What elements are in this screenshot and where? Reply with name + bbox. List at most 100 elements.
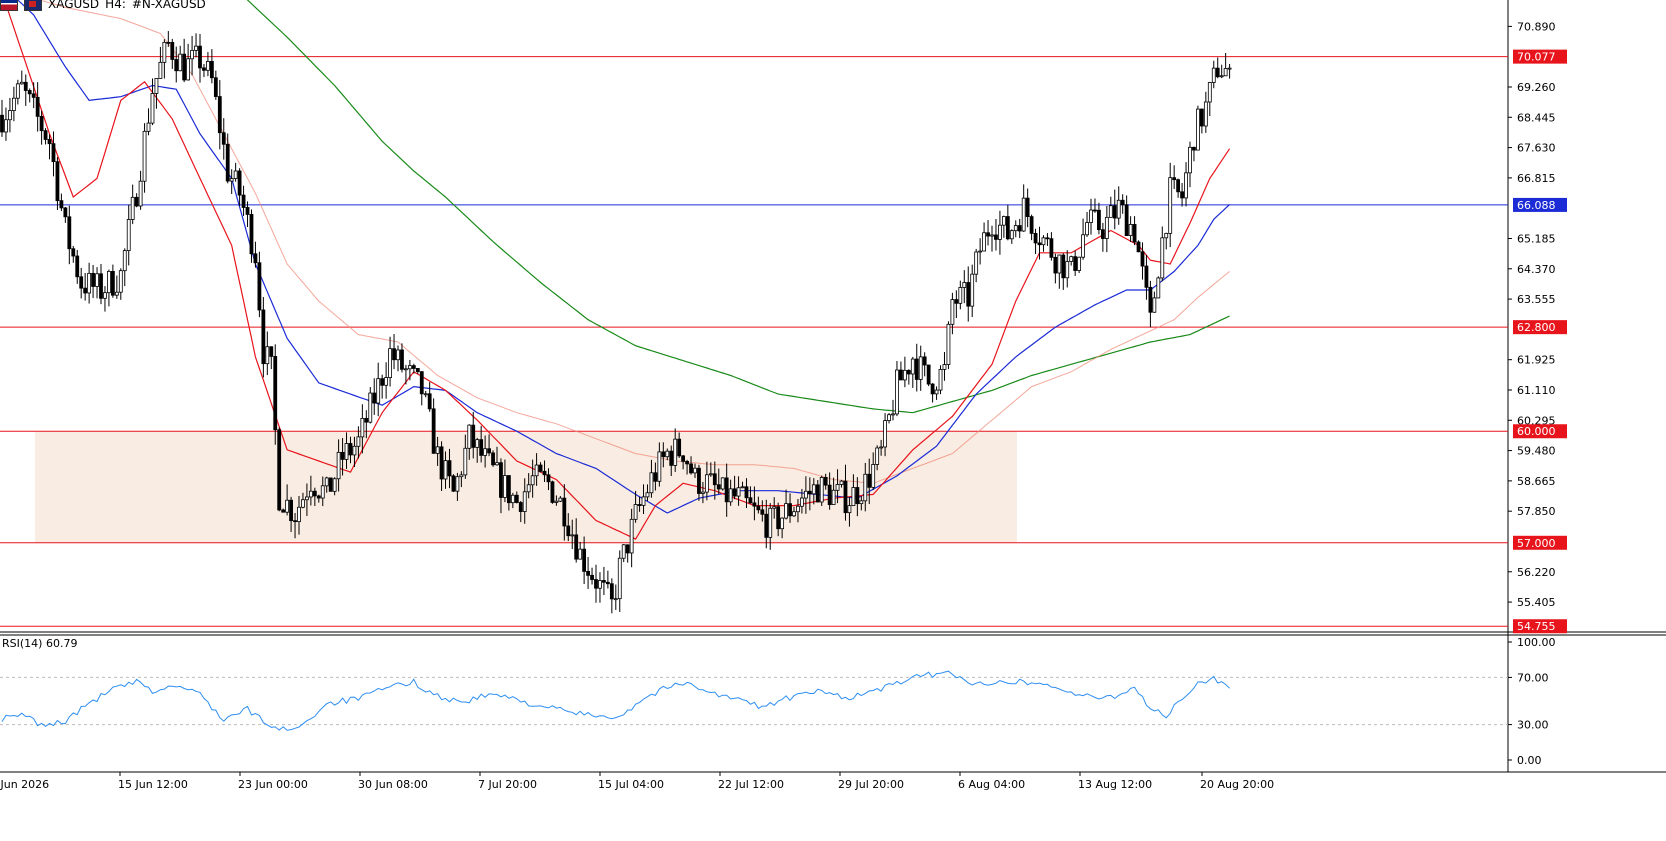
candle-body (19, 81, 24, 85)
candle-body (530, 475, 535, 486)
candle-body (617, 557, 622, 600)
candle-body (51, 143, 56, 163)
candle-body (491, 452, 495, 466)
candle-body (681, 455, 686, 462)
candle-body (1148, 286, 1153, 313)
candle-body (657, 451, 662, 482)
ma-fast-line (3, 0, 1231, 540)
candle-body (1045, 237, 1050, 240)
candle-body (522, 491, 527, 512)
candle-body (59, 200, 64, 209)
candle-body (237, 170, 242, 196)
time-tick-label: 22 Jul 12:00 (718, 778, 784, 791)
candle-body (316, 495, 321, 499)
candle-body (114, 291, 119, 296)
candle-body (233, 170, 238, 179)
level-tag (1513, 424, 1567, 439)
candle-body (166, 41, 171, 44)
candle-body (411, 365, 416, 369)
candle-body (217, 96, 222, 134)
candle-body (142, 130, 147, 182)
candle-body (91, 272, 95, 287)
candle-body (190, 49, 194, 60)
candle-body (360, 417, 365, 438)
candle-body (332, 478, 337, 492)
candle-body (269, 346, 274, 357)
candle-body (914, 358, 919, 380)
candle-body (273, 356, 278, 431)
candle-body (344, 443, 349, 460)
candle-body (744, 486, 749, 499)
candle-body (396, 349, 400, 361)
candle-body (570, 534, 575, 537)
candle-body (281, 509, 286, 513)
candle-body (308, 490, 313, 498)
candle-body (978, 250, 983, 253)
candle-body (602, 580, 606, 583)
candle-body (843, 480, 848, 514)
candle-body (249, 214, 254, 255)
candle-body (1089, 209, 1093, 223)
level-tag-text: 54.755 (1517, 620, 1556, 633)
candle-body (368, 392, 373, 423)
candle-body (962, 282, 967, 288)
candle-body (27, 90, 32, 95)
candle-body (906, 369, 911, 375)
candle-body (918, 356, 923, 380)
candle-body (1116, 199, 1121, 219)
candle-body (380, 378, 385, 386)
price-tick-label: 57.850 (1517, 505, 1556, 518)
candle-body (689, 463, 693, 474)
candle-body (43, 130, 48, 140)
price-line-labels: 70.077 66.088 62.800 60.000 57.000 54.755 (1513, 49, 1567, 634)
candle-body (150, 93, 155, 124)
candle-body (586, 570, 590, 576)
candle-body (1176, 179, 1181, 193)
symbol-name-label: #N-XAGUSD (131, 0, 206, 11)
level-tag (1513, 197, 1567, 212)
candle-body (75, 255, 80, 278)
candle-body (87, 272, 92, 294)
candle-body (665, 450, 670, 458)
candle-body (305, 496, 309, 501)
candle-body (15, 83, 20, 99)
candle-body (253, 253, 258, 264)
candle-body (990, 234, 994, 237)
time-tick-label: 15 Jul 04:00 (598, 778, 664, 791)
candle-body (902, 369, 907, 381)
candle-body (265, 346, 270, 365)
time-tick-label: 7 Jul 20:00 (478, 778, 537, 791)
candle-body (1172, 177, 1177, 181)
rsi-tick-label: 100.00 (1517, 636, 1556, 649)
candle-body (899, 369, 903, 381)
candle-body (1184, 172, 1188, 199)
candle-body (526, 484, 531, 493)
candle-body (609, 583, 614, 600)
price-tick-label: 63.555 (1517, 293, 1556, 306)
candle-body (934, 389, 939, 395)
candle-body (312, 490, 317, 497)
candle-body (534, 464, 539, 477)
candle-body (740, 486, 745, 489)
ma-long-line (246, 0, 1230, 414)
candle-body (1021, 197, 1026, 232)
candle-body (807, 490, 812, 495)
candle-body (970, 273, 975, 307)
candle-body (194, 45, 198, 51)
candle-body (209, 61, 214, 79)
candle-body (851, 487, 856, 507)
candle-body (649, 472, 654, 494)
candle-body (146, 122, 151, 132)
candle-body (732, 488, 737, 497)
candle-body (340, 451, 345, 460)
candle-body (653, 472, 658, 482)
candle-body (443, 460, 448, 480)
candle-body (982, 232, 986, 252)
candle-body (186, 58, 191, 81)
candle-body (1199, 108, 1204, 127)
candle-body (776, 506, 781, 530)
candle-body (760, 509, 765, 515)
candle-body (542, 470, 547, 476)
